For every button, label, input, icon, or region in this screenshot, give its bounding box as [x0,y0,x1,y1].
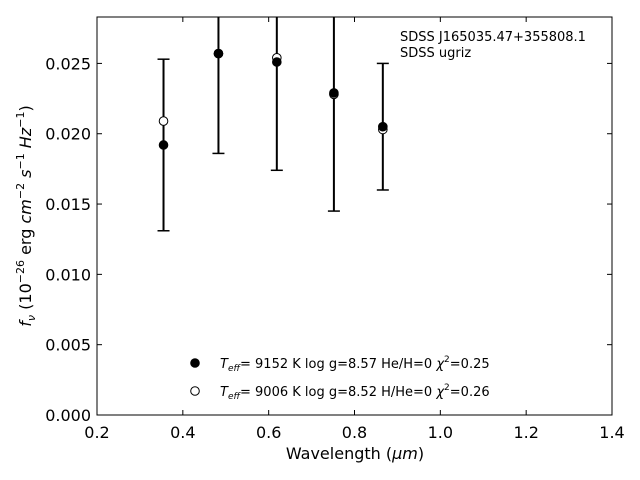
filled-point-1 [213,48,224,59]
legend-entry-2-logg: log g=8.52 [305,385,377,400]
axis-ticks: 0.2 0.4 0.6 0.8 1.0 1.2 1.4 0.000 0.005 0.010 0.01… [45,17,625,442]
legend-marker-filled [190,358,200,368]
legend-entry-2-chi2: =0.26 [450,385,490,400]
legend-entry-1-logg: log g=8.57 [305,357,377,372]
filled-point-2 [272,57,282,67]
x-axis-label: Wavelength (μm) [286,444,424,463]
data-markers [158,48,388,150]
filled-point-3 [329,88,339,98]
x-tick-label-6: 1.4 [599,423,624,442]
legend-entry-2-teff: 9006 K [255,385,301,400]
error-bars [157,17,389,232]
x-tick-label-4: 1.0 [428,423,453,442]
x-tick-label-3: 0.8 [342,423,367,442]
legend-entry-1-teff: 9152 K [255,357,301,372]
y-tick-label-4: 0.020 [45,125,91,144]
x-tick-label-1: 0.4 [170,423,195,442]
y-tick-label-1: 0.005 [45,336,91,355]
x-tick-label-2: 0.6 [256,423,281,442]
annotation-object: SDSS J165035.47+355808.1 [400,30,586,45]
legend-entry-1: Teff= 9152 K log g=8.57 He/H=0 χ2=0.25 [220,355,490,374]
legend: Teff= 9152 K log g=8.57 He/H=0 χ2=0.25 T… [190,355,490,402]
legend-entry-1-comp: He/H=0 [381,357,432,372]
annotation-filter: SDSS ugriz [400,46,471,61]
y-tick-label-3: 0.015 [45,195,91,214]
filled-point-0 [158,140,169,150]
plot-frame [96,16,613,416]
y-tick-label-0: 0.000 [45,406,91,425]
y-axis-label: fν (10−26 erg cm−2 s−1 Hz−1) [14,105,38,326]
error-bar-1 [212,17,225,155]
x-tick-label-5: 1.2 [513,423,538,442]
error-bar-3 [327,17,340,212]
legend-entry-1-chi2: =0.25 [450,357,490,372]
legend-marker-open [190,386,200,396]
x-tick-label-0: 0.2 [84,423,109,442]
open-point-0 [158,116,169,126]
error-bar-2 [270,17,283,172]
y-tick-label-5: 0.025 [45,54,91,73]
legend-entry-2-comp: H/He=0 [381,385,432,400]
filled-point-4 [378,121,388,132]
y-tick-label-2: 0.010 [45,265,91,284]
legend-entry-2: Teff= 9006 K log g=8.52 H/He=0 χ2=0.26 [220,383,490,402]
